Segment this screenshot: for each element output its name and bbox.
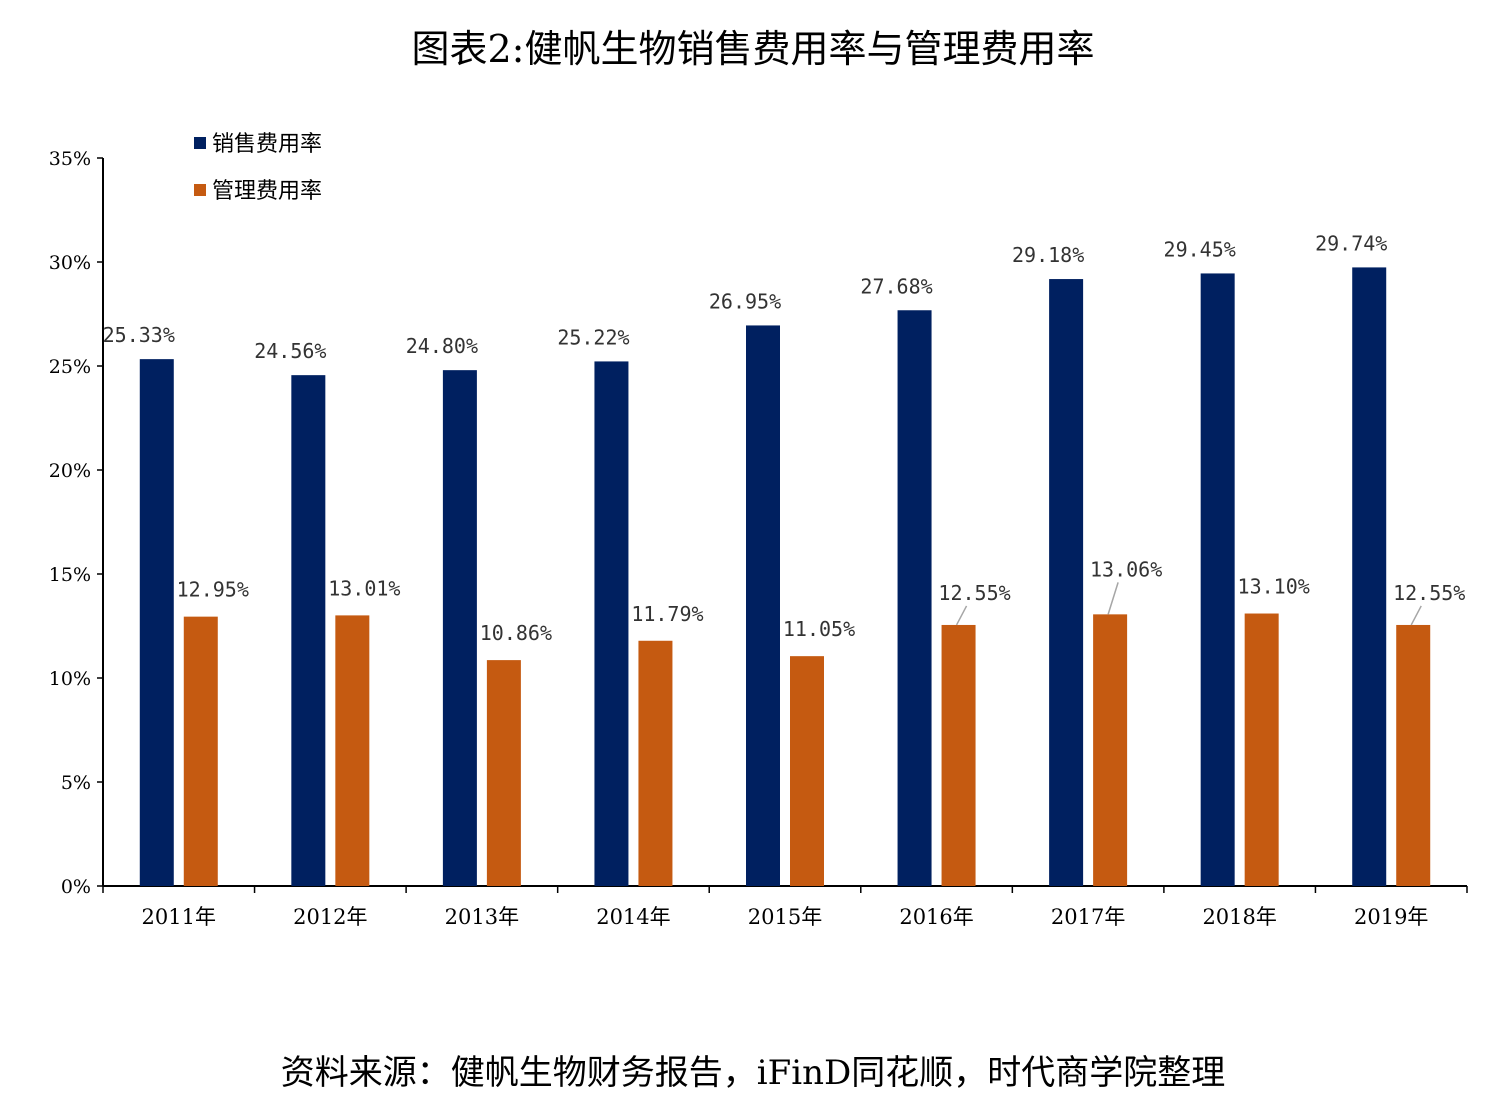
admin-expense-data-label: 12.55% (1393, 581, 1465, 605)
admin-expense-data-label: 13.10% (1238, 575, 1310, 599)
sales-expense-data-label: 26.95% (709, 289, 781, 313)
x-category-label: 2012年 (293, 905, 367, 929)
legend-label-admin: 管理费用率 (212, 179, 322, 204)
sales-expense-data-label: 29.45% (1164, 237, 1236, 261)
admin-expense-bar (1396, 624, 1431, 886)
admin-expense-data-label: 11.05% (783, 617, 855, 641)
sales-expense-data-label: 24.56% (254, 339, 326, 363)
admin-expense-bar (486, 660, 521, 886)
sales-expense-data-label: 29.18% (1012, 243, 1084, 267)
x-category-label: 2013年 (445, 905, 519, 929)
sales-expense-data-label: 27.68% (860, 274, 932, 298)
sales-expense-bar (897, 310, 932, 887)
sales-expense-bar (1049, 279, 1084, 886)
admin-expense-bar (1244, 613, 1279, 886)
admin-expense-data-label: 12.95% (177, 578, 249, 602)
admin-expense-data-label: 10.86% (480, 621, 552, 645)
chart-title: 图表2:健帆生物销售费用率与管理费用率 (411, 27, 1095, 71)
y-tick-label: 30% (49, 252, 91, 274)
admin-expense-bar (1093, 614, 1128, 886)
sales-expense-bar (139, 359, 174, 886)
y-tick-label: 25% (49, 356, 91, 378)
x-category-label: 2018年 (1202, 905, 1276, 929)
admin-expense-bar (790, 656, 824, 886)
sales-expense-bar (746, 325, 780, 886)
sales-expense-data-label: 25.33% (103, 323, 175, 347)
x-category-label: 2015年 (748, 905, 822, 929)
x-category-label: 2016年 (899, 905, 973, 929)
admin-expense-bar (335, 615, 370, 886)
y-tick-label: 15% (49, 564, 91, 586)
y-tick-label: 20% (49, 460, 91, 482)
admin-expense-data-label: 11.79% (631, 602, 703, 626)
sales-expense-bar (442, 370, 477, 886)
legend-swatch-sales (194, 137, 206, 149)
sales-expense-data-label: 25.22% (557, 325, 629, 349)
x-category-label: 2017年 (1051, 905, 1125, 929)
data-label-leader-line (1410, 605, 1422, 626)
legend-swatch-admin (194, 184, 206, 196)
sales-expense-bar (1200, 273, 1235, 886)
sales-expense-bar (291, 375, 326, 886)
admin-expense-data-label: 13.06% (1090, 557, 1162, 581)
x-category-label: 2011年 (142, 905, 216, 929)
legend-label-sales: 销售费用率 (212, 132, 322, 157)
y-tick-label: 35% (49, 148, 91, 170)
x-category-label: 2014年 (596, 905, 670, 929)
y-tick-label: 10% (49, 668, 91, 690)
data-label-leader-line (1107, 582, 1119, 615)
source-note: 资料来源：健帆生物财务报告，iFinD同花顺，时代商学院整理 (280, 1053, 1226, 1093)
sales-expense-bar (594, 361, 629, 886)
y-tick-label: 5% (61, 772, 91, 794)
sales-expense-bar (1352, 267, 1387, 887)
y-tick-label: 0% (61, 876, 91, 898)
data-label-leader-line (955, 605, 968, 626)
admin-expense-bar (941, 624, 976, 886)
admin-expense-data-label: 13.01% (328, 576, 400, 600)
sales-expense-data-label: 24.80% (406, 334, 478, 358)
admin-expense-bar (183, 616, 218, 886)
admin-expense-bar (638, 640, 673, 886)
x-category-label: 2019年 (1354, 905, 1428, 929)
admin-expense-data-label: 12.55% (938, 581, 1010, 605)
sales-expense-data-label: 29.74% (1315, 231, 1387, 255)
